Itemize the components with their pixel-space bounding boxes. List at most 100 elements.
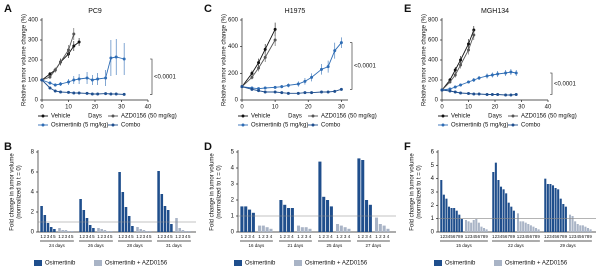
bar: [470, 222, 473, 232]
legend-label: Vehicle: [251, 114, 271, 120]
category-label: 2: [100, 234, 103, 239]
point: [85, 91, 89, 95]
x-tick-label: 30: [518, 105, 525, 111]
point: [72, 78, 76, 82]
bar: [88, 225, 92, 232]
panel-letter: D: [204, 141, 212, 153]
significance-bracket: [550, 72, 553, 95]
category-label: 9: [565, 234, 568, 239]
y-tick-label: 3: [431, 190, 435, 196]
category-label: 5: [554, 234, 557, 239]
legend-label: AZD0156 (50 mg/kg): [521, 114, 577, 120]
point: [114, 55, 118, 59]
bar: [534, 228, 538, 232]
point: [273, 38, 277, 42]
y-tick-label: 4: [231, 166, 235, 172]
category-label: 4: [524, 234, 527, 239]
point: [459, 83, 463, 87]
x-axis-label: Days: [488, 114, 502, 120]
bar: [265, 227, 269, 232]
category-label: 5: [110, 234, 113, 239]
category-label: 1: [40, 234, 43, 239]
category-label: 4: [128, 234, 131, 239]
x-tick-label: 0: [440, 105, 444, 111]
category-label: 4: [167, 234, 170, 239]
bar: [460, 218, 463, 232]
point: [333, 49, 337, 53]
bar: [61, 230, 64, 232]
bar: [472, 220, 475, 232]
category-label: 9: [461, 234, 464, 239]
bar: [522, 221, 525, 232]
point: [472, 92, 476, 96]
x-tick-label: 10: [65, 105, 72, 111]
point: [48, 72, 52, 76]
bar: [529, 225, 532, 232]
point: [320, 90, 323, 94]
y-axis-label: Fold change in tumor volume: [410, 153, 416, 231]
point: [280, 85, 284, 89]
y-axis-label: Relative tumor volume change (%): [222, 14, 228, 106]
category-label: 5: [188, 234, 191, 239]
point: [280, 91, 284, 95]
point: [72, 32, 76, 36]
bar: [557, 189, 560, 232]
panel-letter: A: [4, 3, 12, 15]
category-label: 5: [475, 234, 478, 239]
bar: [589, 229, 592, 232]
category-label: 3: [445, 234, 448, 239]
bar: [53, 229, 56, 232]
bar: [136, 227, 139, 232]
bar: [374, 217, 379, 232]
point: [440, 88, 444, 92]
category-label: 9: [485, 234, 488, 239]
point: [263, 90, 267, 94]
bar: [181, 230, 185, 232]
bar: [579, 225, 582, 232]
y-tick-label: 5: [431, 163, 435, 169]
point: [496, 72, 500, 76]
legend-marker: [511, 123, 515, 127]
legend-marker: [441, 114, 445, 118]
point: [250, 87, 254, 91]
bar: [510, 206, 513, 232]
bar: [92, 228, 95, 232]
category-label: 7: [480, 234, 483, 239]
y-axis-label: Fold change in tumor volume: [210, 153, 216, 231]
point: [263, 47, 267, 51]
bar: [175, 218, 178, 232]
point: [509, 93, 513, 97]
bar: [118, 172, 121, 232]
point: [257, 89, 261, 93]
category-label: 2: [571, 234, 574, 239]
bar: [67, 231, 71, 232]
bar: [85, 218, 89, 232]
bar: [512, 210, 515, 232]
point: [273, 27, 277, 31]
category-label: 1: [492, 234, 495, 239]
y-axis-label: Fold change in tumor volume: [10, 153, 16, 231]
point: [509, 70, 513, 74]
series-line: [241, 86, 342, 94]
y-axis-label: (normalized to t = 0): [217, 165, 223, 219]
point: [77, 91, 81, 95]
series-line: [241, 29, 276, 87]
point: [263, 86, 267, 90]
category-label: 5: [71, 234, 74, 239]
point: [77, 40, 81, 44]
point: [296, 82, 300, 86]
point: [477, 76, 481, 80]
p-value: <0.0001: [354, 64, 377, 70]
series-line: [41, 33, 75, 81]
bar: [46, 223, 50, 232]
point: [77, 77, 81, 81]
legend-label: Osimertinib: [445, 261, 476, 267]
category-label: 4: [68, 234, 71, 239]
point: [59, 90, 63, 94]
legend-marker: [241, 123, 245, 127]
legend-label: Osimertinib: [45, 261, 76, 267]
point: [48, 75, 52, 79]
point: [53, 83, 57, 87]
legend-label: AZD0156 (50 mg/kg): [321, 114, 377, 120]
bar: [106, 231, 110, 232]
